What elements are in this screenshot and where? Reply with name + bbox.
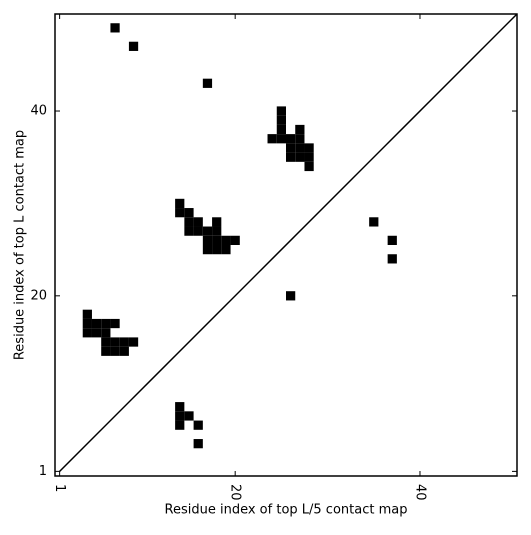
contact-cell [304,143,314,153]
contact-cell [202,226,213,236]
contact-cell [193,439,203,449]
contact-cell [202,245,213,255]
y-tick-label: 1 [39,464,47,479]
contact-cell [212,235,222,245]
contact-cell [119,346,129,356]
contact-cell [119,337,129,347]
contact-cell [193,420,203,430]
contact-cell [387,254,397,264]
contact-cell [286,152,296,162]
contact-cell [212,226,222,236]
contact-cell [175,198,185,209]
contact-cell [110,346,120,356]
contact-cell [202,235,213,245]
x-tick-label: 1 [52,484,67,492]
contact-cell [82,309,92,319]
contact-cell [295,124,305,135]
contact-cell [175,208,185,218]
contact-cell [128,337,139,347]
contact-cell [110,318,120,329]
contact-cell [175,402,185,412]
contact-cell [295,143,305,153]
contact-cell [212,245,222,255]
x-axis-label: Residue index of top L/5 contact map [165,503,408,518]
contact-cell [110,337,120,347]
contact-cell [286,134,296,144]
x-tick-label: 40 [412,484,427,501]
contact-cell [304,152,314,162]
contact-cell [387,235,397,245]
contact-cell [267,134,277,144]
contact-cell [276,124,286,135]
contact-cell [82,318,92,329]
contact-cell [212,217,222,227]
contact-cell [276,134,286,144]
contact-cell [193,217,203,227]
plot-frame [54,13,518,477]
contact-cell [91,318,102,329]
y-axis-label: Residue index of top L contact map [13,130,28,360]
contact-cell [184,208,194,218]
contact-cell [184,411,194,421]
contact-cell [184,226,194,236]
contact-cell [175,411,185,421]
diagonal-line [59,13,518,472]
contact-cell [193,226,203,236]
y-tick-label: 20 [30,288,47,303]
contact-cell [369,217,379,227]
contact-cell [221,235,231,245]
contact-cell [101,346,111,356]
contact-cell [110,23,120,33]
contact-cell [184,217,194,227]
contact-cell [175,420,185,430]
contact-cell [230,235,240,245]
contact-cell [91,328,102,338]
contact-cell [82,328,92,338]
contact-cell [101,337,111,347]
contact-cell [276,115,286,125]
contact-cell [286,143,296,153]
x-tick-label: 20 [228,484,243,501]
contact-cell [295,134,305,144]
contact-cell [101,318,111,329]
contact-cell [276,106,286,116]
contact-cell [101,328,111,338]
contact-cell [295,152,305,162]
contact-cell [221,245,231,255]
contact-cell [202,78,213,88]
contact-cell [286,291,296,301]
contact-cell [128,41,139,51]
y-tick-label: 40 [30,104,47,119]
contact-cell [304,161,314,172]
